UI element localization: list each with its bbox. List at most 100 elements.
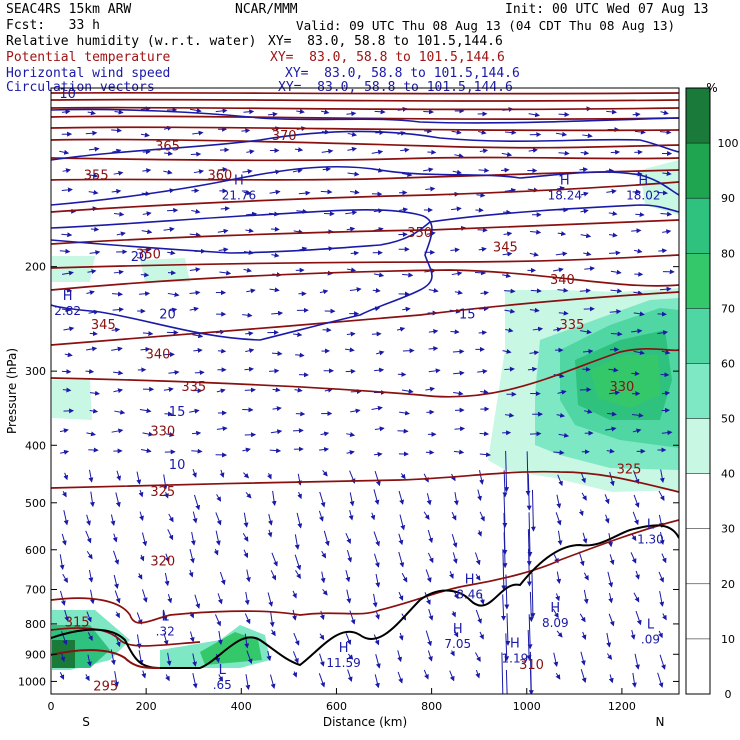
extremum-type: H [550, 601, 560, 616]
wind-vector [633, 311, 645, 317]
wind-vector [271, 552, 278, 567]
wind-vector [398, 551, 405, 568]
wind-vector [349, 492, 355, 507]
wind-vector [451, 534, 458, 548]
plot-area: 370 365 355 360 350 350 345 345 340 340 335 335 330 3… [51, 88, 679, 694]
wind-vector [349, 287, 362, 293]
wind-vector [477, 489, 482, 502]
wind-vector [580, 669, 587, 684]
wind-vector [59, 428, 69, 434]
wind-vector [111, 291, 124, 297]
wind-vector [270, 629, 276, 637]
wind-vector [479, 594, 485, 605]
wind-vector [475, 573, 481, 581]
wind-vector [501, 594, 507, 621]
wind-vector [269, 448, 282, 454]
wind-vector [477, 227, 488, 233]
wind-vector [85, 130, 98, 136]
wind-vector [245, 491, 252, 499]
wind-vector [59, 672, 65, 680]
theta-label: 365 [155, 140, 180, 155]
wind-vector [608, 592, 614, 604]
wind-vector [89, 390, 100, 396]
wind-vector [658, 630, 663, 639]
wind-vector [140, 247, 152, 253]
wind-vector [608, 232, 618, 238]
wind-vector [580, 191, 589, 197]
wind-vector [479, 452, 492, 458]
wind-vector [398, 490, 405, 505]
wind-vector [62, 387, 72, 393]
wind-vector [370, 512, 376, 521]
wind-vector [243, 190, 252, 196]
wind-vector [451, 271, 463, 277]
wind-vector [296, 109, 305, 114]
wind-vector [633, 494, 640, 508]
y-axis-ticks: 200 300 400 500 600 700 800 900 1000 [18, 261, 679, 688]
wind-vector [111, 346, 123, 352]
wind-vector [658, 248, 668, 254]
wind-vector [528, 591, 534, 623]
wind-vector [610, 288, 623, 294]
wind-vector [88, 146, 100, 152]
wind-vector [375, 610, 380, 620]
wind-vector [579, 167, 589, 173]
wind-vector [267, 473, 272, 480]
wind-vector [193, 347, 203, 353]
plot-frame [50, 87, 680, 695]
wind-vector [293, 332, 303, 338]
wind-vector [345, 570, 351, 583]
theta-label: 320 [150, 554, 175, 569]
colorbar-label: 10 [721, 633, 735, 646]
wind-vector [581, 631, 587, 640]
colorbar-swatch [686, 638, 710, 694]
wind-vector [346, 226, 356, 232]
wind-vector [113, 211, 125, 217]
wind-vector [112, 307, 125, 313]
extremum-type: L [162, 610, 170, 625]
wind-vector [558, 112, 570, 117]
wind-vector [192, 333, 204, 339]
wind-vector [242, 312, 253, 318]
wind-vector [372, 593, 378, 608]
wind-vector [452, 349, 465, 355]
wind-vector [245, 211, 258, 217]
wind-vector [243, 549, 249, 559]
wind-vector [374, 674, 380, 689]
wind-vector [140, 132, 150, 138]
wind-vector [110, 514, 116, 526]
wind-vector [295, 570, 301, 579]
wind-vector [423, 167, 434, 173]
wind-vector [113, 170, 124, 176]
colorbar-swatch [686, 308, 710, 364]
wind-vector [631, 328, 643, 334]
wind-vector [606, 109, 618, 115]
wind-vector [142, 589, 148, 603]
colorbar-unit: % [706, 81, 717, 95]
wind-vector [527, 614, 533, 650]
wind-vector [62, 168, 71, 174]
wind-vector [399, 410, 411, 416]
wind-vector [294, 387, 303, 393]
wind-vector [479, 470, 484, 485]
wind-vector [475, 669, 481, 679]
wind-vector [346, 267, 357, 273]
wind-vector [529, 251, 539, 257]
wind-vector [453, 629, 459, 638]
wind-vector [555, 131, 568, 137]
wind-vector [553, 450, 565, 456]
wind-vector [631, 412, 644, 418]
wind-vector [272, 406, 282, 412]
wind-vector [142, 330, 154, 336]
wind-vector [113, 370, 124, 376]
wind-vector [61, 307, 71, 313]
wind-vector [322, 469, 328, 477]
wind-vector [267, 592, 274, 607]
wind-vector [400, 473, 406, 480]
wind-vector [350, 250, 360, 256]
wind-vector [502, 251, 513, 257]
wind-vector [659, 286, 672, 292]
wind-vector [246, 149, 255, 155]
wind-vector [451, 129, 462, 135]
